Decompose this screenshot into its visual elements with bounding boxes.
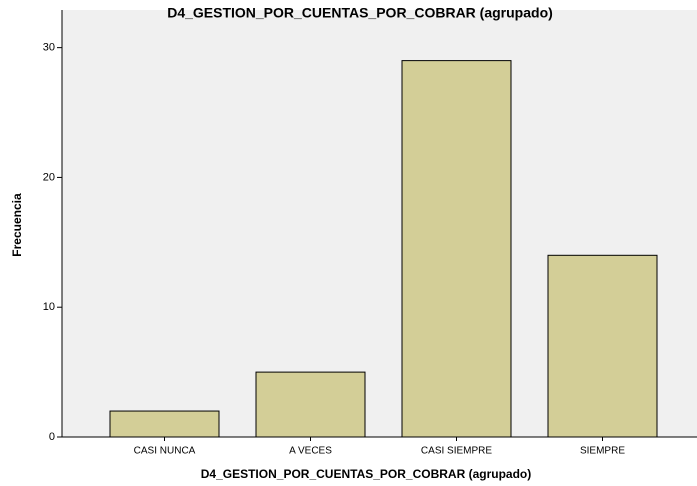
y-tick-label: 0 xyxy=(49,431,55,443)
x-tick-label: SIEMPRE xyxy=(580,446,625,457)
y-tick-label: 30 xyxy=(43,42,55,54)
y-axis-label: Frecuencia xyxy=(10,193,24,257)
bar xyxy=(109,410,220,438)
y-tick-label: 20 xyxy=(43,171,55,183)
bar xyxy=(547,254,658,438)
x-axis-label: D4_GESTION_POR_CUENTAS_POR_COBRAR (agrup… xyxy=(201,467,532,481)
x-tick-label: CASI SIEMPRE xyxy=(421,446,492,457)
y-tick-label: 10 xyxy=(43,301,55,313)
bar xyxy=(401,60,512,438)
x-tick-label: A VECES xyxy=(289,446,332,457)
bar xyxy=(255,371,366,438)
chart-title: D4_GESTION_POR_CUENTAS_POR_COBRAR (agrup… xyxy=(167,5,553,21)
x-tick-label: CASI NUNCA xyxy=(134,446,196,457)
